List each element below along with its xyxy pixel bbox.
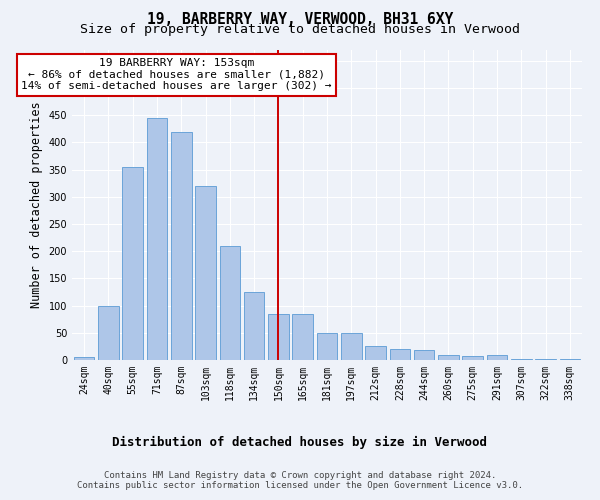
Text: 19, BARBERRY WAY, VERWOOD, BH31 6XY: 19, BARBERRY WAY, VERWOOD, BH31 6XY (147, 12, 453, 28)
Text: 19 BARBERRY WAY: 153sqm
← 86% of detached houses are smaller (1,882)
14% of semi: 19 BARBERRY WAY: 153sqm ← 86% of detache… (21, 58, 332, 92)
Bar (317, 333, 337, 360)
Bar (511, 359, 532, 360)
Bar (414, 350, 434, 360)
Bar (195, 186, 216, 360)
Text: Contains HM Land Registry data © Crown copyright and database right 2024.
Contai: Contains HM Land Registry data © Crown c… (77, 470, 523, 490)
Y-axis label: Number of detached properties: Number of detached properties (30, 102, 43, 308)
Bar (292, 314, 313, 360)
Bar (98, 306, 119, 360)
Bar (122, 167, 143, 360)
Bar (463, 356, 483, 360)
Bar (268, 314, 289, 360)
Bar (389, 349, 410, 360)
Bar (244, 292, 265, 360)
Bar (171, 132, 191, 360)
Bar (74, 358, 94, 360)
Bar (535, 359, 556, 360)
Bar (146, 118, 167, 360)
Bar (487, 354, 508, 360)
Bar (220, 246, 240, 360)
Text: Size of property relative to detached houses in Verwood: Size of property relative to detached ho… (80, 24, 520, 36)
Bar (438, 354, 459, 360)
Bar (341, 333, 362, 360)
Text: Distribution of detached houses by size in Verwood: Distribution of detached houses by size … (113, 436, 487, 449)
Bar (365, 346, 386, 360)
